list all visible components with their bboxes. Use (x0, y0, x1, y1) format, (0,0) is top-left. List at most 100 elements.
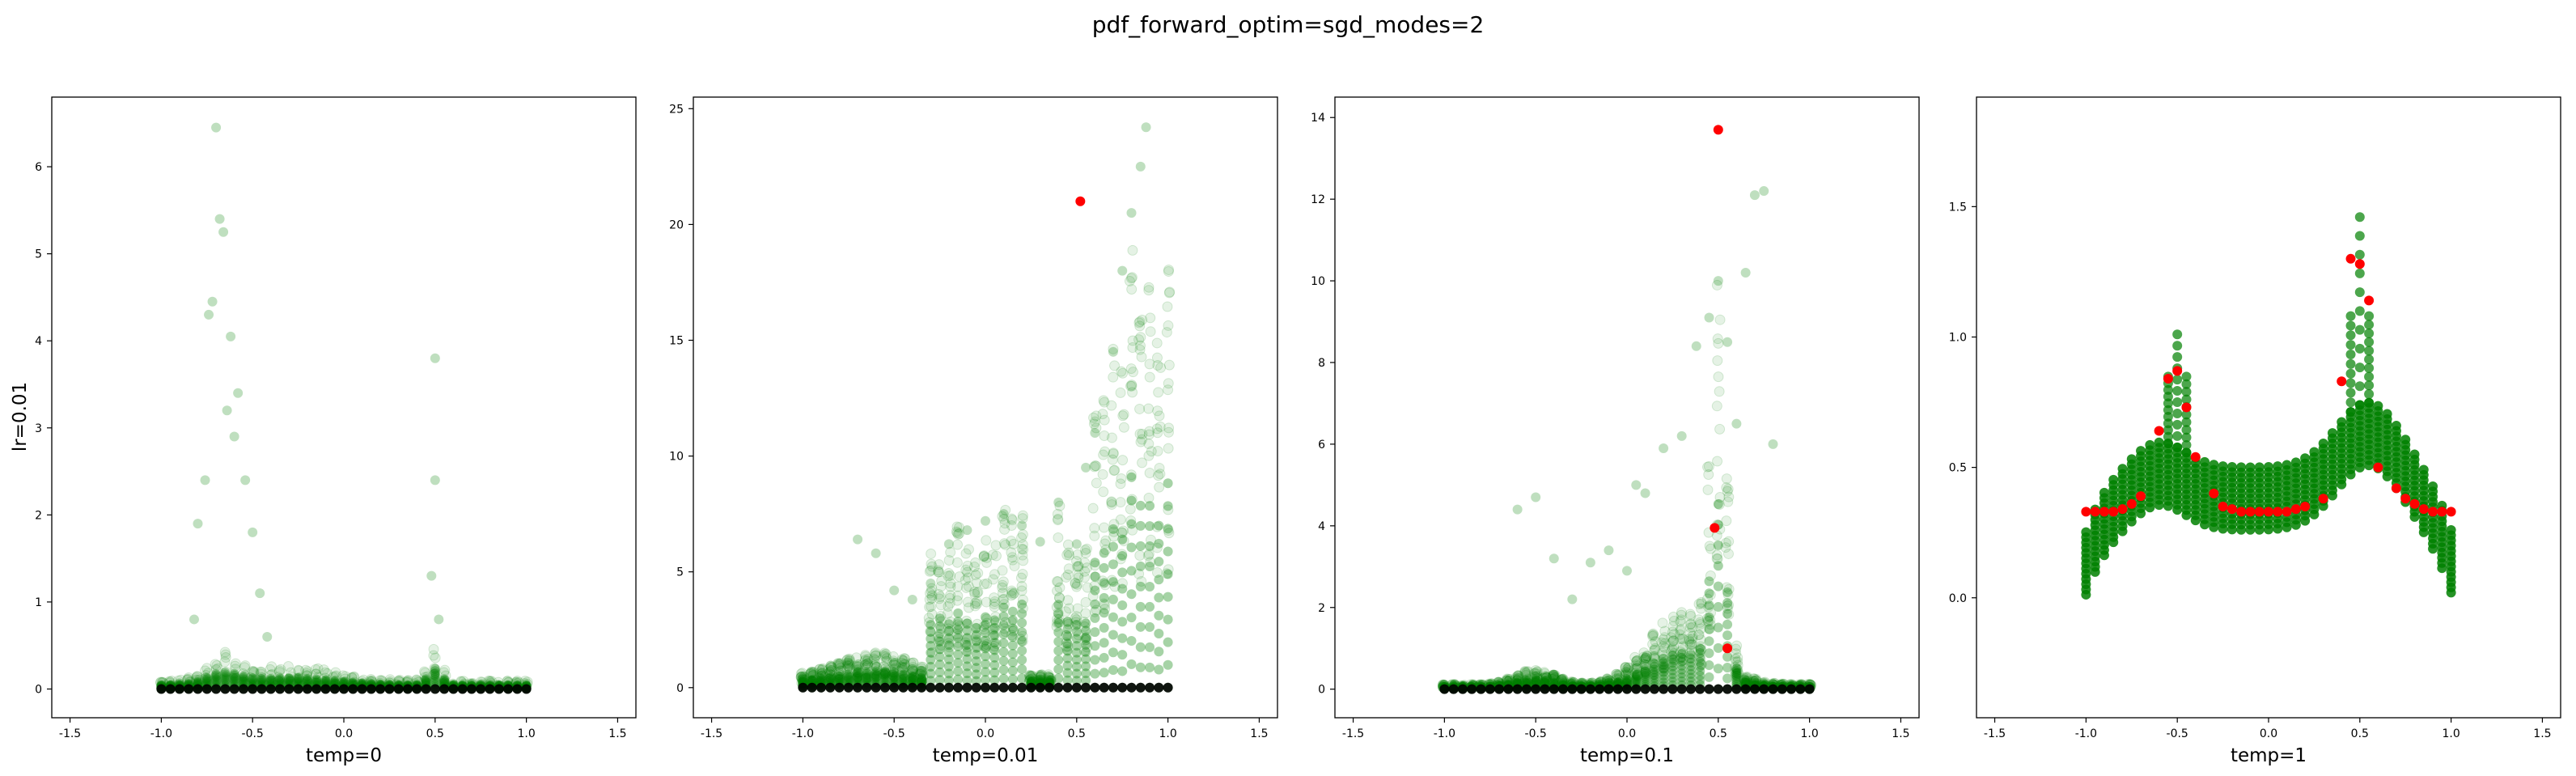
data-point-target-30 (2400, 494, 2411, 504)
data-point-samples-6 (962, 525, 972, 536)
data-point-samples-13 (1081, 462, 1091, 473)
data-point-samples-1 (1531, 492, 1541, 502)
y-tick-label: 0 (1318, 684, 1325, 697)
data-point-samples-12 (426, 570, 437, 581)
data-point-samples-19 (1768, 439, 1778, 449)
data-point-target-17 (2254, 507, 2265, 517)
data-point-samples-5 (943, 539, 954, 549)
x-tick-label: -1.0 (150, 727, 172, 740)
x-tick-label: -1.5 (701, 727, 722, 740)
y-tick-label: 10 (1311, 275, 1325, 288)
x-tick-label: 0.0 (1618, 727, 1636, 740)
subplot-temp-1: -1.5 -1.0 -0.5 0.0 0.5 1.0 1.5 0.0 0.5 1.0 1.5 temp… (1949, 96, 2561, 766)
x-tick-label: 0.5 (1068, 727, 1086, 740)
y-tick-label: 15 (669, 335, 684, 348)
data-point-target-15 (2236, 507, 2247, 517)
data-point-target-21 (2290, 504, 2301, 515)
series-samples (189, 122, 444, 642)
data-point-samples-7 (200, 475, 210, 486)
x-tick-label: 1.5 (1892, 727, 1909, 740)
data-point-samples-15 (1108, 346, 1118, 357)
series-samples (1512, 186, 1778, 604)
axes-frame (1976, 96, 2561, 719)
data-point-samples-8 (998, 509, 1009, 519)
x-tick-label: 1.0 (1159, 727, 1176, 740)
x-tick-label: -1.0 (1434, 727, 1455, 740)
plot-area (1437, 125, 1817, 694)
series-samples (853, 122, 1151, 605)
y-tick-label: 0.0 (1949, 592, 1967, 605)
data-point-target-5 (2126, 498, 2137, 509)
x-tick-label: -0.5 (1525, 727, 1547, 740)
data-point-target-18 (2264, 507, 2273, 517)
data-point-target-19 (2273, 507, 2283, 517)
axes-frame (1334, 96, 1920, 719)
x-tick-label: 0.0 (977, 727, 994, 740)
data-point-samples-4 (926, 579, 936, 589)
data-point-samples-17 (1749, 190, 1760, 201)
data-point-samples-15 (255, 588, 265, 599)
x-tick-label: 1.5 (1250, 727, 1268, 740)
data-point-samples-12 (1071, 539, 1082, 549)
y-tick-label: 2 (1318, 602, 1325, 615)
y-tick-label: 0 (676, 682, 684, 695)
data-point-samples-0 (211, 122, 222, 133)
data-point-target-13 (2218, 501, 2228, 511)
data-point-samples-10 (1676, 430, 1687, 441)
data-point-target-12 (2209, 488, 2219, 498)
data-point-target-0 (2081, 507, 2091, 517)
x-axis-label: temp=0.1 (1580, 745, 1674, 766)
y-tick-label: 0.5 (1949, 462, 1967, 475)
subplot-temp-0.1: -1.5 -1.0 -0.5 0.0 0.5 1.0 1.5 0 2 4 6 8 10 12 14 temp=… (1311, 96, 1920, 766)
x-axis-label: temp=0 (306, 745, 382, 766)
data-point-target-27 (2364, 295, 2375, 306)
data-point-target-0 (1713, 125, 1723, 135)
data-point-target-35 (2446, 507, 2456, 517)
data-point-target-2 (2099, 507, 2109, 517)
data-point-samples-16 (1117, 265, 1128, 276)
plot-area (155, 122, 533, 694)
data-point-samples-8 (1640, 488, 1650, 498)
y-tick-label: 3 (35, 422, 42, 435)
data-point-target-28 (2373, 462, 2383, 473)
y-tick-label: 1 (35, 596, 42, 609)
x-tick-label: -0.5 (2167, 727, 2188, 740)
data-point-samples-0 (853, 534, 863, 545)
x-tick-label: -1.5 (1342, 727, 1364, 740)
x-tick-label: -1.0 (792, 727, 814, 740)
data-point-target-14 (2226, 504, 2237, 515)
data-point-samples-8 (193, 519, 203, 529)
data-point-samples-14 (1722, 337, 1733, 347)
data-point-target-32 (2418, 504, 2429, 515)
y-tick-label: 6 (35, 161, 42, 174)
data-point-samples-4 (1585, 558, 1595, 568)
data-point-samples-19 (229, 431, 239, 442)
data-point-target-31 (2409, 498, 2420, 509)
x-tick-label: -0.5 (883, 727, 905, 740)
y-tick-label: 14 (1311, 112, 1325, 125)
data-point-target-33 (2428, 507, 2438, 517)
data-point-samples-4 (204, 309, 214, 320)
x-axis-label: temp=0.01 (933, 745, 1039, 766)
x-tick-label: 0.5 (2351, 727, 2369, 740)
y-tick-label: 12 (1311, 193, 1325, 206)
x-tick-label: 1.5 (2533, 727, 2551, 740)
subplot-temp-0: -1.5 -1.0 -0.5 0.0 0.5 1.0 1.5 0 1 2 3 4 5 6 temp=0 (35, 96, 637, 766)
series-target (1710, 125, 1733, 654)
sample-cloud (2081, 212, 2456, 600)
row-label: lr=0.01 (10, 382, 31, 452)
y-tick-label: 2 (35, 509, 42, 522)
data-point-target-23 (2318, 494, 2328, 504)
plot-area (2081, 212, 2456, 600)
x-tick-label: 0.5 (1710, 727, 1727, 740)
data-point-samples-9 (240, 475, 251, 486)
baseline-points (1439, 684, 1815, 694)
data-point-target-9 (2172, 366, 2183, 376)
data-point-samples-13 (1713, 276, 1723, 286)
y-tick-label: 0 (35, 684, 42, 697)
x-tick-label: 1.0 (1800, 727, 1818, 740)
data-point-samples-2 (889, 585, 900, 596)
data-point-samples-9 (1659, 443, 1669, 453)
data-point-target-10 (2181, 402, 2192, 413)
sample-cloud (795, 244, 1176, 693)
